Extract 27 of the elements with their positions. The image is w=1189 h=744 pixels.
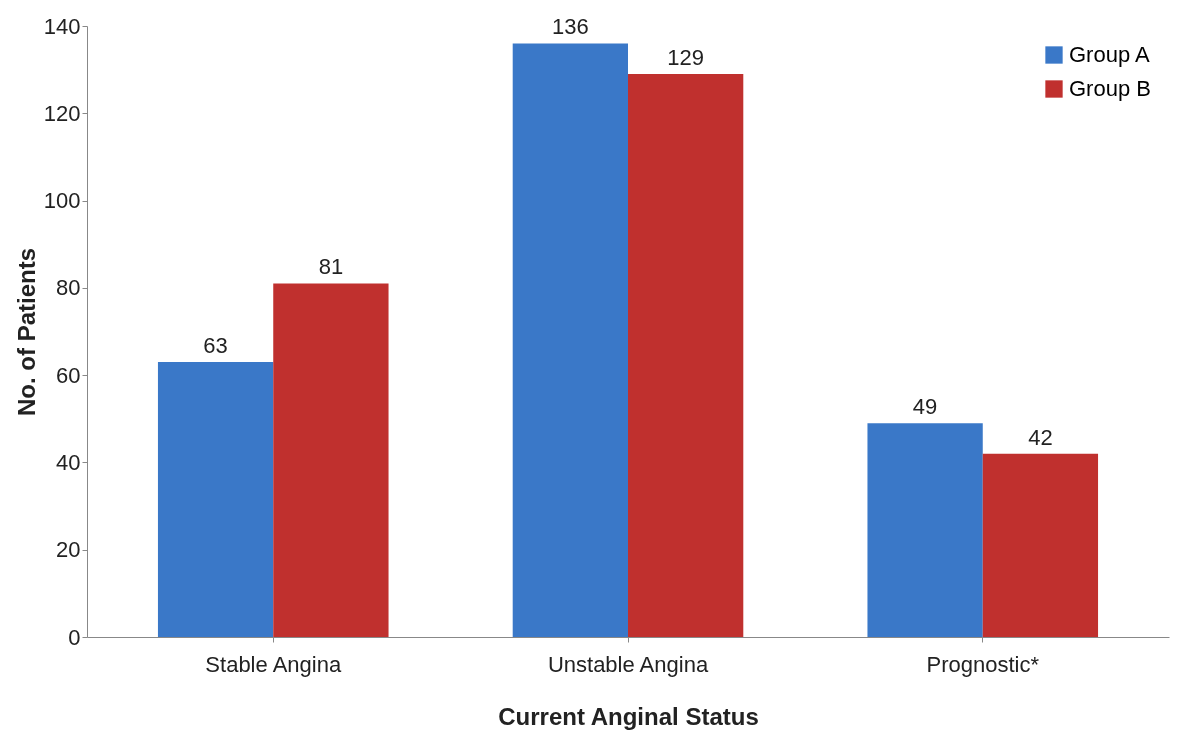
x-tick-label: Unstable Angina — [547, 651, 709, 677]
x-axis-title: Current Anginal Status — [498, 702, 759, 730]
y-tick-label: 40 — [56, 449, 81, 475]
data-label: 81 — [318, 254, 344, 280]
bar — [628, 74, 744, 637]
y-tick-label: 140 — [43, 13, 81, 39]
y-tick-label: 80 — [56, 275, 81, 301]
data-label: 129 — [667, 45, 705, 71]
data-label: 63 — [203, 333, 228, 359]
legend-label: Group A — [1069, 42, 1151, 67]
legend-label: Group B — [1069, 76, 1151, 101]
bar — [273, 283, 389, 637]
data-label: 49 — [912, 394, 938, 420]
bar — [157, 362, 274, 637]
y-tick-label: 60 — [56, 362, 81, 388]
y-axis-title: No. of Patients — [12, 247, 40, 417]
y-tick-label: 0 — [68, 624, 81, 650]
bar — [982, 453, 1099, 637]
y-tick-label: 120 — [43, 100, 81, 126]
data-label: 42 — [1028, 424, 1053, 450]
x-tick-label: Stable Angina — [205, 651, 342, 677]
x-tick-label: Prognostic* — [926, 651, 1040, 677]
data-label: 136 — [551, 14, 589, 40]
y-tick-label: 100 — [43, 188, 81, 214]
y-tick-label: 20 — [56, 537, 81, 563]
bar — [867, 423, 983, 637]
bar — [512, 43, 628, 637]
